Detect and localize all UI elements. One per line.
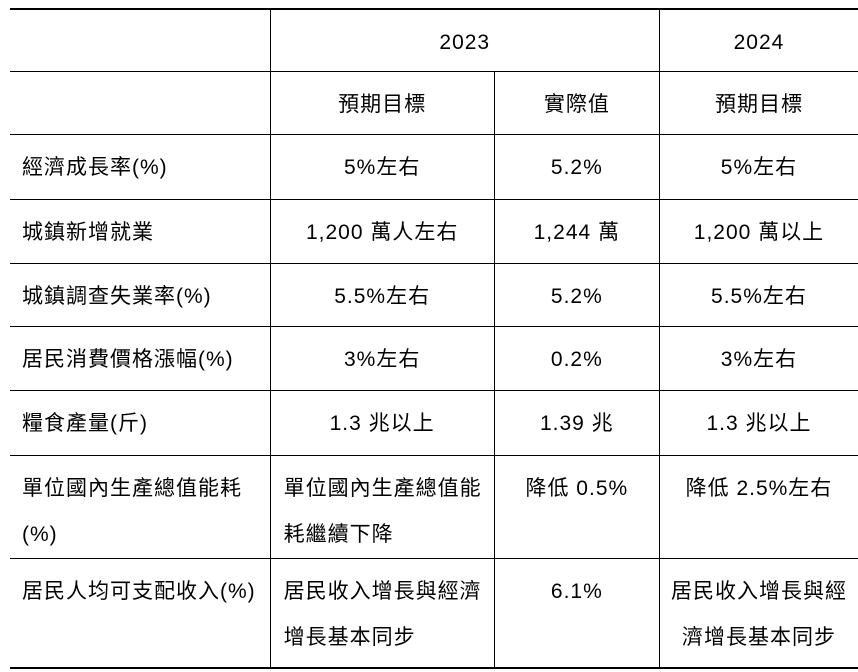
economic-targets-comparison-table: 2023 2024 預期目標 實際值 預期目標 經濟成長率(%) 5%左右 5.… (10, 8, 858, 669)
cell-2023-target: 3%左右 (269, 326, 495, 391)
cell-2024-target: 5.5%左右 (658, 263, 858, 327)
cell-2023-target: 1.3 兆以上 (269, 390, 495, 456)
cell-2024-target: 1,200 萬以上 (658, 199, 858, 264)
row-label: 城鎮調查失業率(%) (10, 263, 271, 327)
row-label: 單位國內生產總值能耗(%) (10, 455, 271, 559)
year-header-2023: 2023 (269, 8, 660, 72)
corner-blank-cell (10, 8, 271, 72)
cell-2023-target: 5%左右 (269, 134, 495, 200)
cell-2024-target: 居民收入增長與經 濟增長基本同步 (658, 558, 858, 669)
row-label: 經濟成長率(%) (10, 134, 271, 200)
cell-2023-target: 1,200 萬人左右 (269, 199, 495, 264)
table-row-urban-new-jobs: 城鎮新增就業 1,200 萬人左右 1,244 萬 1,200 萬以上 (10, 199, 858, 264)
col-header-actual-2023: 實際值 (493, 71, 660, 135)
cell-2023-actual: 0.2% (493, 326, 660, 391)
cell-2023-actual: 降低 0.5% (493, 455, 660, 559)
cell-2024-target: 5%左右 (658, 134, 858, 200)
row-label: 糧食產量(斤) (10, 390, 271, 456)
table-row-energy-consumption-per-gdp: 單位國內生產總值能耗(%) 單位國內生產總值能 耗繼續下降 降低 0.5% 降低… (10, 455, 858, 559)
cell-2023-actual: 5.2% (493, 134, 660, 200)
row-label: 居民人均可支配收入(%) (10, 558, 271, 669)
cell-2023-actual: 6.1% (493, 558, 660, 669)
table-row-urban-unemployment-rate: 城鎮調查失業率(%) 5.5%左右 5.2% 5.5%左右 (10, 263, 858, 327)
row-label: 居民消費價格漲幅(%) (10, 326, 271, 391)
col-header-expected-2023: 預期目標 (269, 71, 495, 135)
cell-2023-actual: 5.2% (493, 263, 660, 327)
table-row-subheader: 預期目標 實際值 預期目標 (10, 71, 858, 135)
cell-2023-target: 5.5%左右 (269, 263, 495, 327)
year-header-2024: 2024 (658, 8, 858, 72)
table-row-grain-output: 糧食產量(斤) 1.3 兆以上 1.39 兆 1.3 兆以上 (10, 390, 858, 456)
cell-2023-actual: 1.39 兆 (493, 390, 660, 456)
row-label: 城鎮新增就業 (10, 199, 271, 264)
cell-2023-actual: 1,244 萬 (493, 199, 660, 264)
cell-2024-target: 3%左右 (658, 326, 858, 391)
cell-2023-target: 居民收入增長與經濟 增長基本同步 (269, 558, 495, 669)
col-header-expected-2024: 預期目標 (658, 71, 858, 135)
table-row-economic-growth-rate: 經濟成長率(%) 5%左右 5.2% 5%左右 (10, 134, 858, 200)
table-row-per-capita-disposable-income: 居民人均可支配收入(%) 居民收入增長與經濟 增長基本同步 6.1% 居民收入增… (10, 558, 858, 669)
table-row-years: 2023 2024 (10, 8, 858, 72)
table-row-cpi-increase: 居民消費價格漲幅(%) 3%左右 0.2% 3%左右 (10, 326, 858, 391)
cell-2023-target: 單位國內生產總值能 耗繼續下降 (269, 455, 495, 559)
corner-blank-cell (10, 71, 271, 135)
cell-2024-target: 1.3 兆以上 (658, 390, 858, 456)
cell-2024-target: 降低 2.5%左右 (658, 455, 858, 559)
